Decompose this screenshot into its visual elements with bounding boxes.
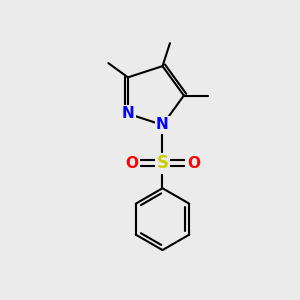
Text: O: O bbox=[187, 156, 200, 171]
Text: N: N bbox=[122, 106, 134, 121]
Text: S: S bbox=[157, 154, 169, 172]
Text: N: N bbox=[156, 117, 169, 132]
Text: O: O bbox=[125, 156, 138, 171]
